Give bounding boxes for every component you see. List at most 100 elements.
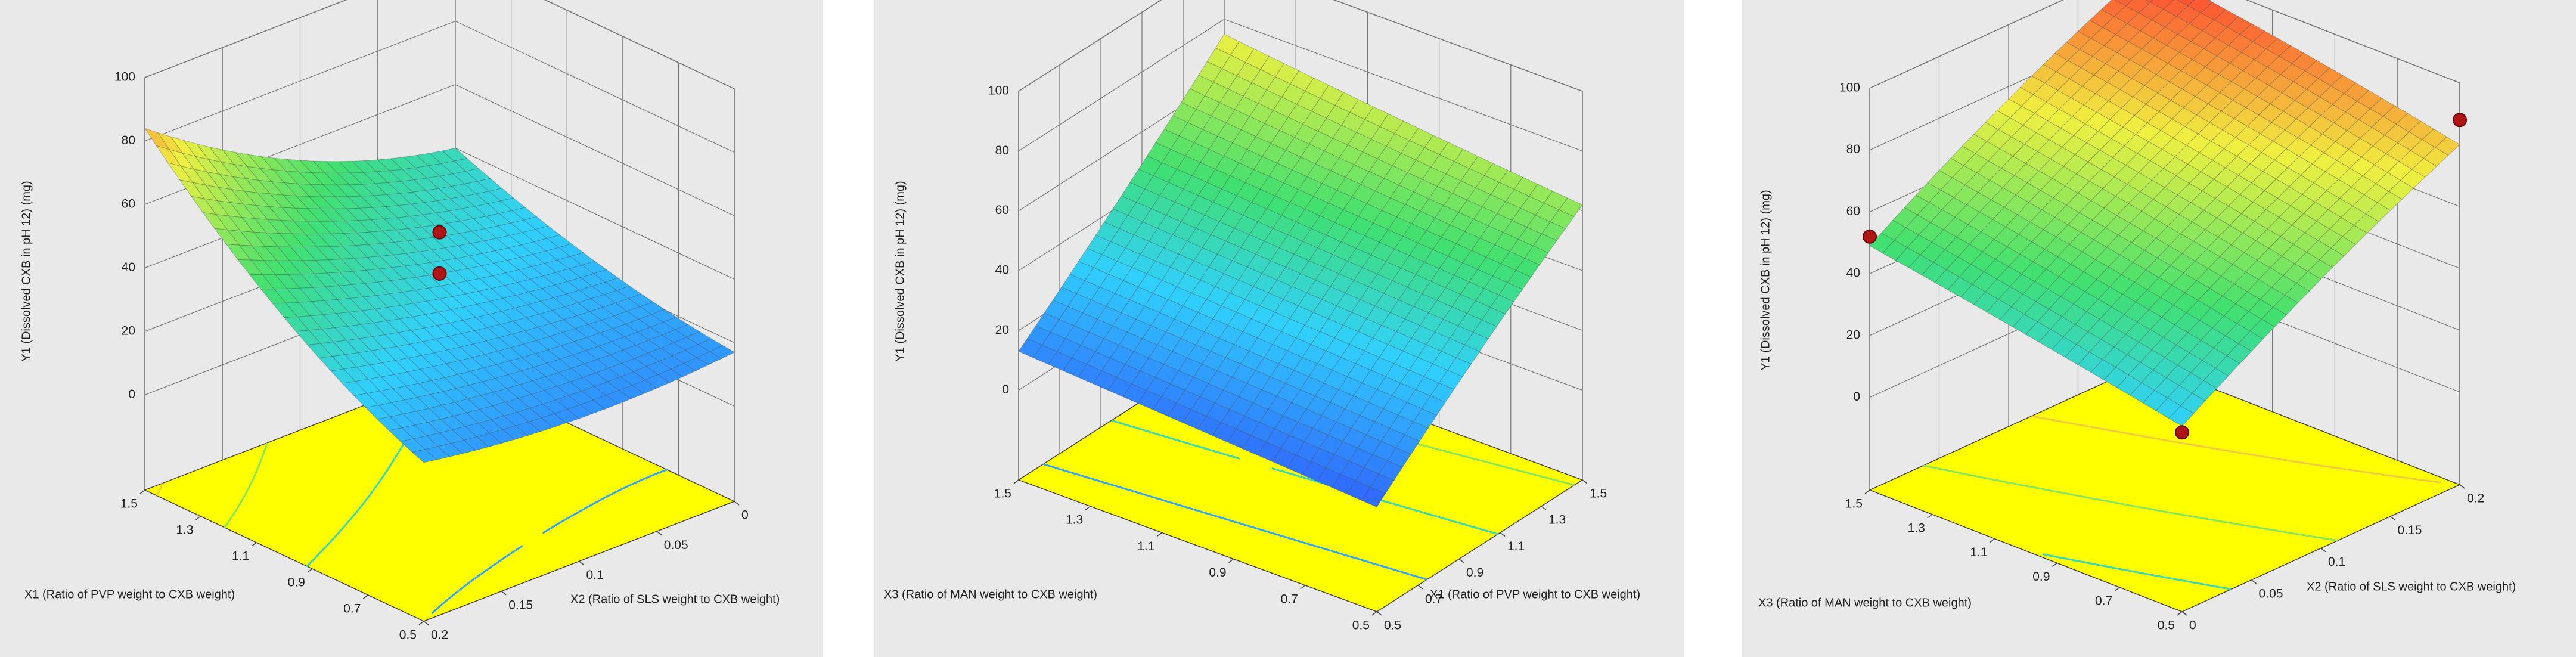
surface-facet <box>2108 254 2134 275</box>
y-tick-label: 0.05 <box>2259 587 2283 600</box>
surface-facet <box>2220 264 2246 284</box>
x-tick-label: 0.9 <box>288 576 305 590</box>
surface-facet <box>1334 324 1359 345</box>
surface-facet <box>2049 296 2074 317</box>
contour-line <box>430 469 668 615</box>
surface-facet <box>1189 75 1214 97</box>
surface-facet <box>2168 70 2195 90</box>
surface-facet <box>1970 251 1996 272</box>
surface-facet <box>1995 246 2021 267</box>
z-tick-label: 60 <box>995 203 1009 217</box>
surface-facet <box>1185 142 1210 163</box>
surface-facet <box>2015 182 2041 203</box>
surface-facet <box>1154 247 1180 268</box>
surface-facet <box>1170 135 1195 157</box>
surface-facet <box>1078 247 1103 268</box>
surface-facet <box>600 315 626 329</box>
design-point <box>1863 229 1877 244</box>
surface-facet <box>2236 144 2262 165</box>
y-tick-label: 0 <box>741 509 749 522</box>
contour-line <box>1923 464 2338 542</box>
surface-facet <box>1261 260 1286 281</box>
contour-line <box>2043 553 2232 590</box>
surface-facet <box>1507 269 1532 290</box>
surface-facet <box>2175 332 2202 354</box>
surface-patch <box>1121 33 1404 274</box>
x-tick-label: 1.5 <box>994 487 1011 501</box>
surface-facet <box>1287 454 1311 475</box>
surface-facet <box>1962 134 1988 154</box>
surface-facet <box>1125 351 1150 371</box>
x-tick-label: 1.5 <box>120 497 138 511</box>
surface-facet <box>1406 389 1431 410</box>
surface-facet <box>1135 188 1160 209</box>
surface-facet <box>2222 118 2248 138</box>
surface-plot: 0 20 40 60 80 100 0.5 0.7 0.9 1.1 1.3 1.5 0.2 0.15 0.1… <box>0 0 823 657</box>
surface-facet <box>2103 367 2130 388</box>
surface-facet <box>2294 252 2320 272</box>
surface-facet <box>1985 278 2011 300</box>
surface-facet <box>2021 94 2047 114</box>
surface-facet <box>1198 61 1223 83</box>
tick-mark <box>1458 558 1464 563</box>
surface-facet <box>2144 74 2170 94</box>
surface-facet <box>2077 351 2103 373</box>
surface-facet <box>2187 152 2213 172</box>
z-tick-label: 40 <box>122 261 135 274</box>
surface-facet <box>331 221 358 234</box>
surface-facet <box>2064 344 2090 365</box>
surface-facet <box>1256 441 1281 462</box>
surface-facet <box>443 374 470 389</box>
surface-facet <box>2273 295 2298 315</box>
surface-facet <box>2373 153 2400 173</box>
surface-facet <box>1150 312 1175 333</box>
surface-facet <box>1184 260 1209 281</box>
surface-facet <box>2203 367 2229 389</box>
surface-facet <box>1091 286 1116 307</box>
surface-facet <box>2129 48 2155 68</box>
y-axis-title: X1 (Ratio of PVP weight to CXB weight) <box>1430 588 1640 601</box>
surface-facet <box>1059 306 1084 327</box>
surface-facet <box>696 351 722 365</box>
surface-facet <box>1112 195 1137 216</box>
y-tick-label: 0.2 <box>431 628 448 642</box>
design-point <box>2453 113 2467 128</box>
surface-facet <box>1212 188 1237 209</box>
tick-mark <box>1500 532 1506 537</box>
surface-facet <box>2093 227 2119 248</box>
surface-facet <box>295 330 321 346</box>
surface-facet <box>2168 405 2195 427</box>
surface-facet <box>2090 27 2116 47</box>
surface-facet <box>2155 397 2181 419</box>
surface-facet <box>1086 351 1111 371</box>
surface-facet <box>1931 229 1957 250</box>
surface-facet <box>2225 323 2251 344</box>
surface-facet <box>563 315 589 329</box>
y-tick-label: 1.3 <box>1548 513 1566 527</box>
surface-facet <box>553 293 579 308</box>
surface-facet <box>623 331 650 346</box>
tick-mark <box>1417 585 1423 590</box>
surface-facet <box>2165 364 2192 386</box>
surface-facet <box>2267 55 2293 75</box>
z-tick-label: 80 <box>122 134 135 147</box>
surface-facet <box>1298 408 1323 429</box>
surface-facet <box>2280 224 2306 245</box>
surface-facet <box>1422 281 1447 301</box>
surface-facet <box>330 368 356 384</box>
surface-facet <box>2217 63 2243 82</box>
surface-facet <box>290 246 316 261</box>
surface-facet <box>2139 19 2165 39</box>
surface-facet <box>308 328 334 344</box>
surface-facet <box>2056 60 2082 80</box>
surface-facet <box>1129 169 1154 190</box>
surface-facet <box>2189 12 2215 32</box>
surface-facet <box>2088 169 2115 190</box>
surface-facet <box>467 265 494 279</box>
contour-line <box>156 482 164 497</box>
surface-facet <box>1110 228 1135 249</box>
surface-facet <box>465 168 491 182</box>
tick-mark <box>1582 479 1588 484</box>
surface-facet <box>442 388 469 403</box>
